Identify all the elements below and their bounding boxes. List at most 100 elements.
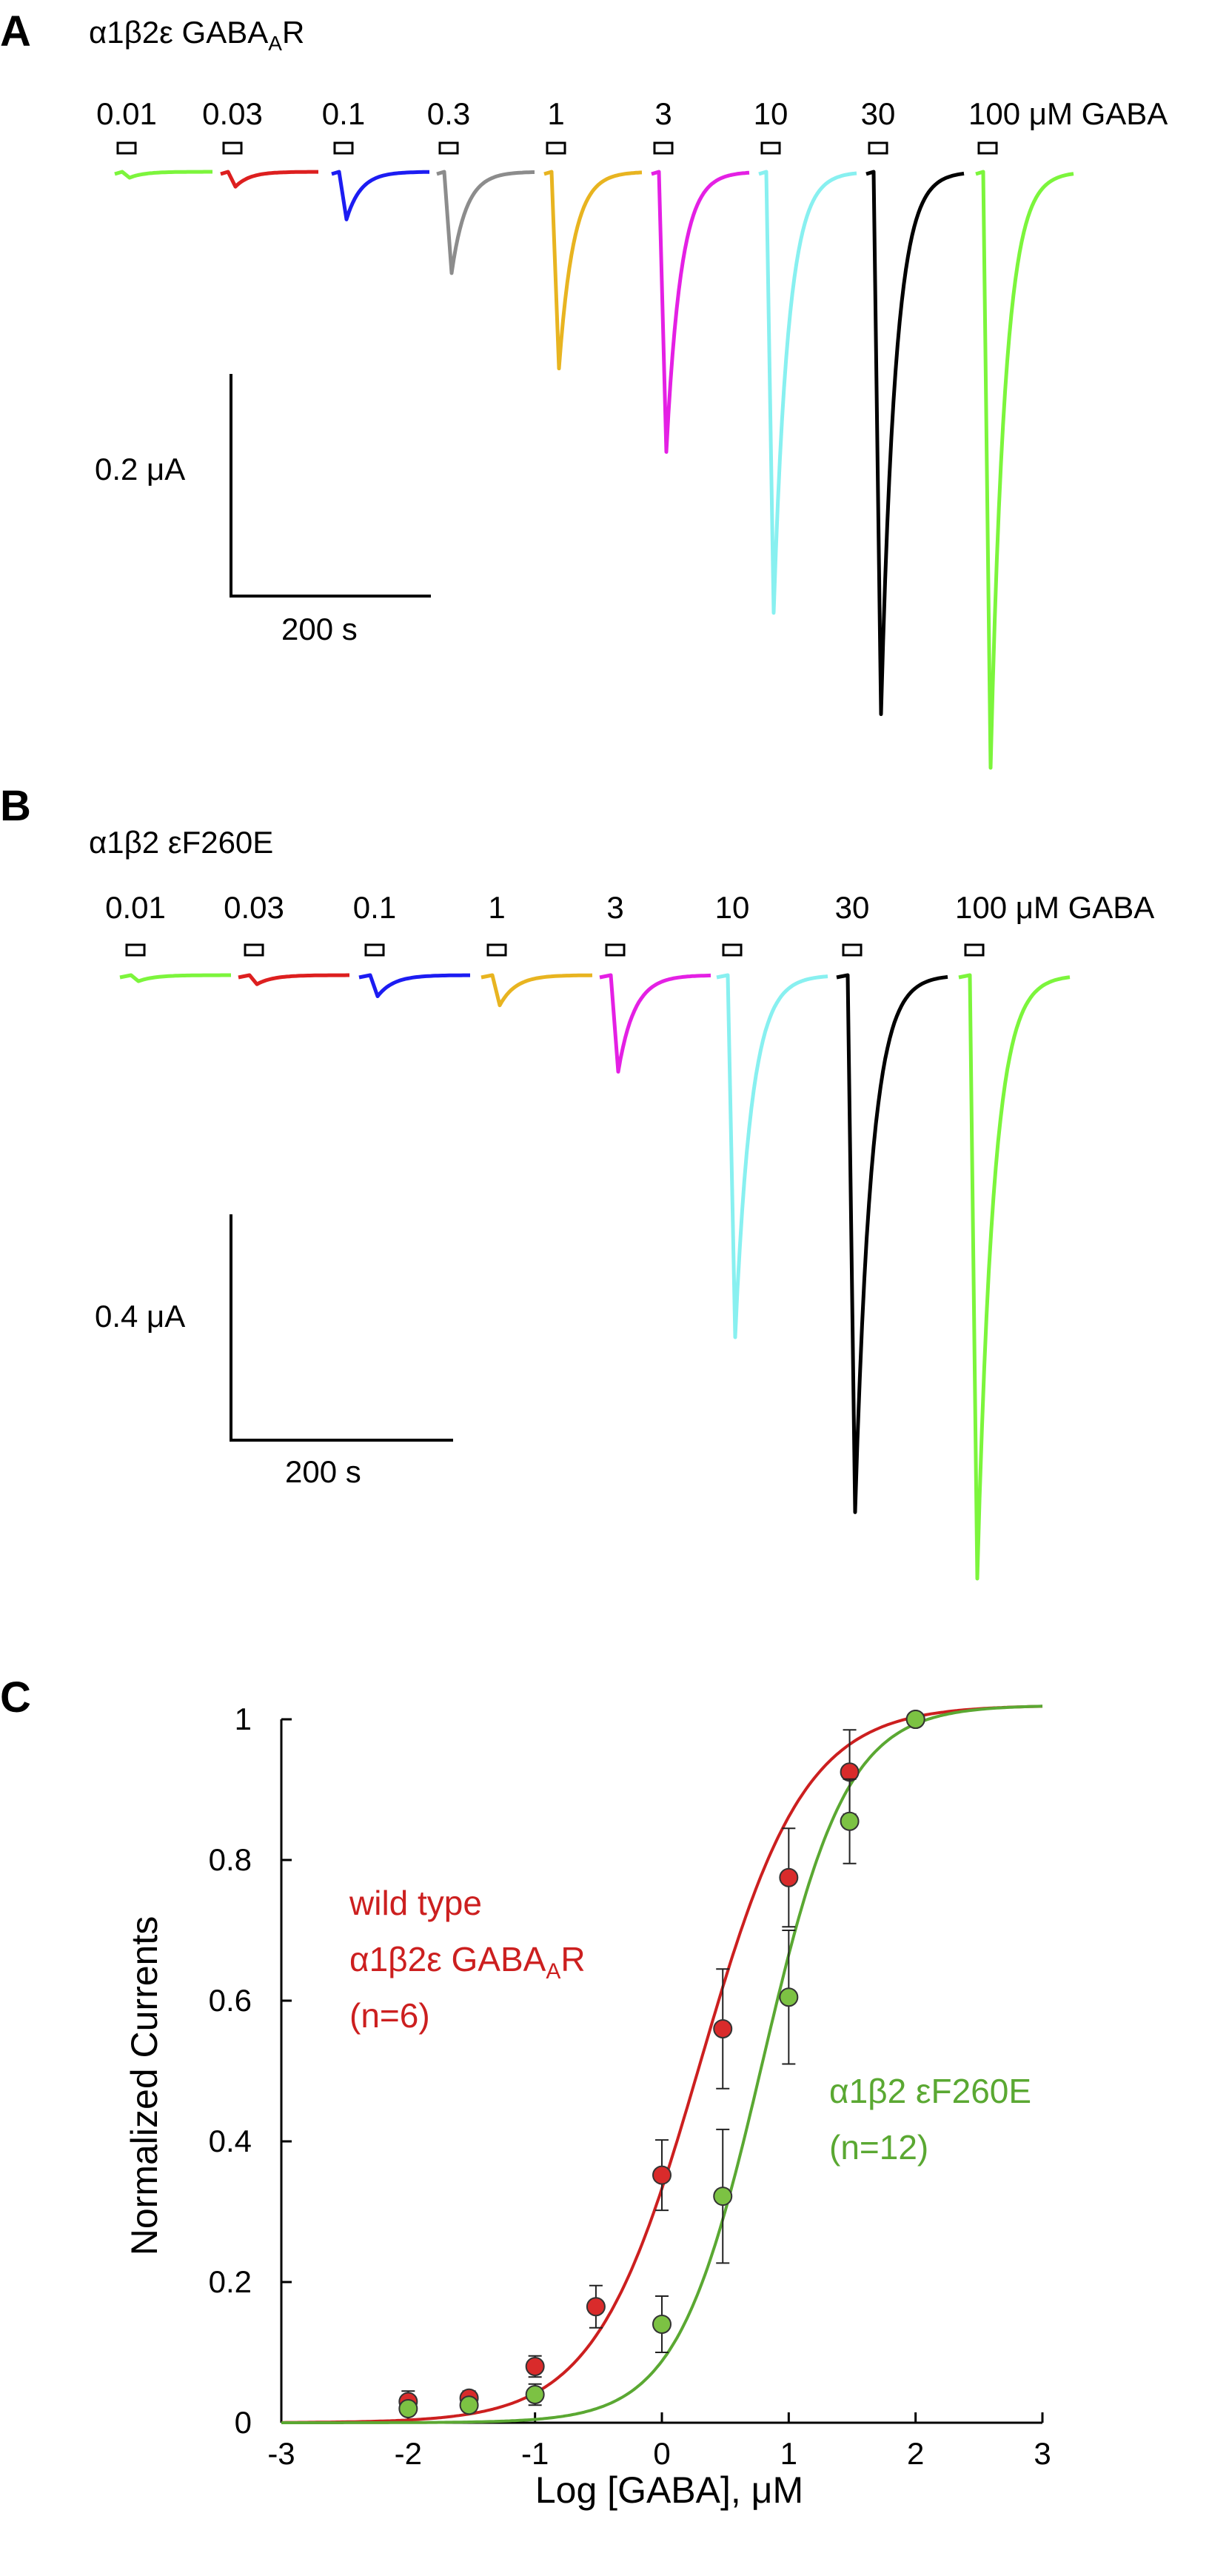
- current-trace: [436, 170, 535, 275]
- current-trace: [358, 973, 470, 999]
- panel-b-scale-current: 0.4 μA: [95, 1299, 185, 1334]
- current-trace: [114, 170, 212, 180]
- panel-a-scale-current: 0.2 μA: [95, 452, 185, 486]
- mut-label-line1: α1β2 εF260E: [829, 2072, 1031, 2110]
- application-marker: [486, 943, 507, 957]
- marker: [459, 2395, 479, 2415]
- application-marker: [842, 943, 863, 957]
- marker: [652, 2315, 672, 2334]
- y-tick-label: 0.8: [209, 1842, 252, 1877]
- application-marker: [222, 141, 243, 155]
- current-trace: [716, 973, 828, 1339]
- marker: [398, 2399, 418, 2418]
- concentration-label: 0.03: [202, 96, 263, 131]
- marker: [652, 2165, 672, 2185]
- application-marker: [364, 943, 385, 957]
- y-tick-label: 0.6: [209, 1983, 252, 2018]
- current-trace: [220, 170, 318, 189]
- application-marker: [653, 141, 674, 155]
- application-marker: [438, 141, 459, 155]
- concentration-label: 30: [835, 890, 870, 925]
- data-point: [586, 2284, 606, 2329]
- application-marker: [333, 141, 354, 155]
- x-tick-label: -3: [267, 2436, 295, 2471]
- wt-label-line2: α1β2ε GABAAR: [349, 1940, 586, 1984]
- y-tick-label: 0.4: [209, 2124, 252, 2158]
- marker: [779, 1867, 799, 1887]
- data-point: [398, 2399, 418, 2418]
- panel-b-traces: [119, 943, 1071, 1581]
- data-point: [652, 2295, 672, 2353]
- data-point: [905, 1710, 925, 1729]
- panel-a-title-main: α1β2ε GABA: [89, 15, 268, 50]
- panel-a-title-sub: A: [268, 32, 282, 55]
- marker: [713, 2187, 733, 2207]
- current-trace: [651, 170, 750, 454]
- concentration-label: 10: [715, 890, 750, 925]
- panel-b-scale-time: 200 s: [285, 1454, 361, 1489]
- panel-b-title: α1β2 εF260E: [89, 825, 273, 860]
- y-tick-label: 1: [235, 1702, 252, 1736]
- data-point: [840, 1778, 860, 1864]
- current-trace: [975, 170, 1074, 770]
- panel-a-title-end: R: [282, 15, 304, 50]
- data-point: [652, 2139, 672, 2212]
- x-tick-label: 1: [780, 2436, 797, 2471]
- application-marker: [964, 943, 985, 957]
- application-marker: [605, 943, 626, 957]
- panel-a-title: α1β2ε GABAAR: [89, 15, 304, 55]
- data-point: [779, 1827, 799, 1928]
- concentration-label: 0.1: [322, 96, 365, 131]
- x-tick-label: -2: [395, 2436, 422, 2471]
- data-point: [459, 2395, 479, 2415]
- concentration-label: 3: [606, 890, 623, 925]
- marker: [779, 1987, 799, 2007]
- marker: [840, 1762, 860, 1782]
- application-marker: [244, 943, 264, 957]
- panel-a-scale-bar: 0.2 μA 200 s: [95, 374, 431, 646]
- mut-label-line2: (n=12): [829, 2128, 928, 2167]
- wt-label-sub: A: [546, 1959, 560, 1984]
- panel-b-letter: B: [0, 782, 31, 830]
- panel-c-letter: C: [0, 1673, 31, 1722]
- wt-label-end: R: [560, 1940, 585, 1978]
- concentration-label-last: 100 μM GABA: [955, 890, 1154, 925]
- concentration-label: 0.3: [427, 96, 470, 131]
- wt-label-line1: wild type: [349, 1884, 482, 1922]
- application-marker: [760, 141, 781, 155]
- concentration-label: 30: [861, 96, 896, 131]
- data-point: [713, 1968, 733, 2090]
- y-axis-label: Normalized Currents: [124, 1916, 165, 2255]
- y-tick-label: 0: [235, 2405, 252, 2440]
- current-trace: [238, 973, 349, 986]
- marker: [905, 1710, 925, 1729]
- current-trace: [599, 973, 711, 1074]
- marker: [586, 2297, 606, 2317]
- application-marker: [546, 141, 566, 155]
- wt-label-main: α1β2ε GABA: [349, 1940, 546, 1978]
- x-tick-label: 0: [653, 2436, 670, 2471]
- marker: [525, 2385, 545, 2404]
- data-point: [779, 1930, 799, 2065]
- panel-b-concentration-labels: 0.01 0.03 0.1 1 3 10 30 100 μM GABA: [105, 890, 1154, 925]
- panel-a: A α1β2ε GABAAR 0.01 0.03 0.1 0.3 1 3 10 30 100 μ…: [0, 7, 1168, 770]
- x-tick-label: 2: [907, 2436, 924, 2471]
- application-marker: [116, 141, 137, 155]
- concentration-label: 0.01: [96, 96, 157, 131]
- application-marker: [977, 141, 998, 155]
- panel-a-letter: A: [0, 7, 31, 56]
- panel-b-scale-bar: 0.4 μA 200 s: [95, 1214, 453, 1489]
- marker: [713, 2019, 733, 2038]
- concentration-label: 0.1: [353, 890, 396, 925]
- data-point: [713, 2128, 733, 2264]
- panel-a-traces: [114, 141, 1074, 770]
- current-trace: [865, 170, 965, 717]
- application-marker: [868, 141, 888, 155]
- y-tick-label: 0.2: [209, 2264, 252, 2299]
- x-axis-label: Log [GABA], μM: [535, 2469, 803, 2511]
- panel-a-concentration-labels: 0.01 0.03 0.1 0.3 1 3 10 30 100 μM GABA: [96, 96, 1168, 131]
- data-point: [525, 2383, 545, 2406]
- x-tick-label: 3: [1034, 2436, 1051, 2471]
